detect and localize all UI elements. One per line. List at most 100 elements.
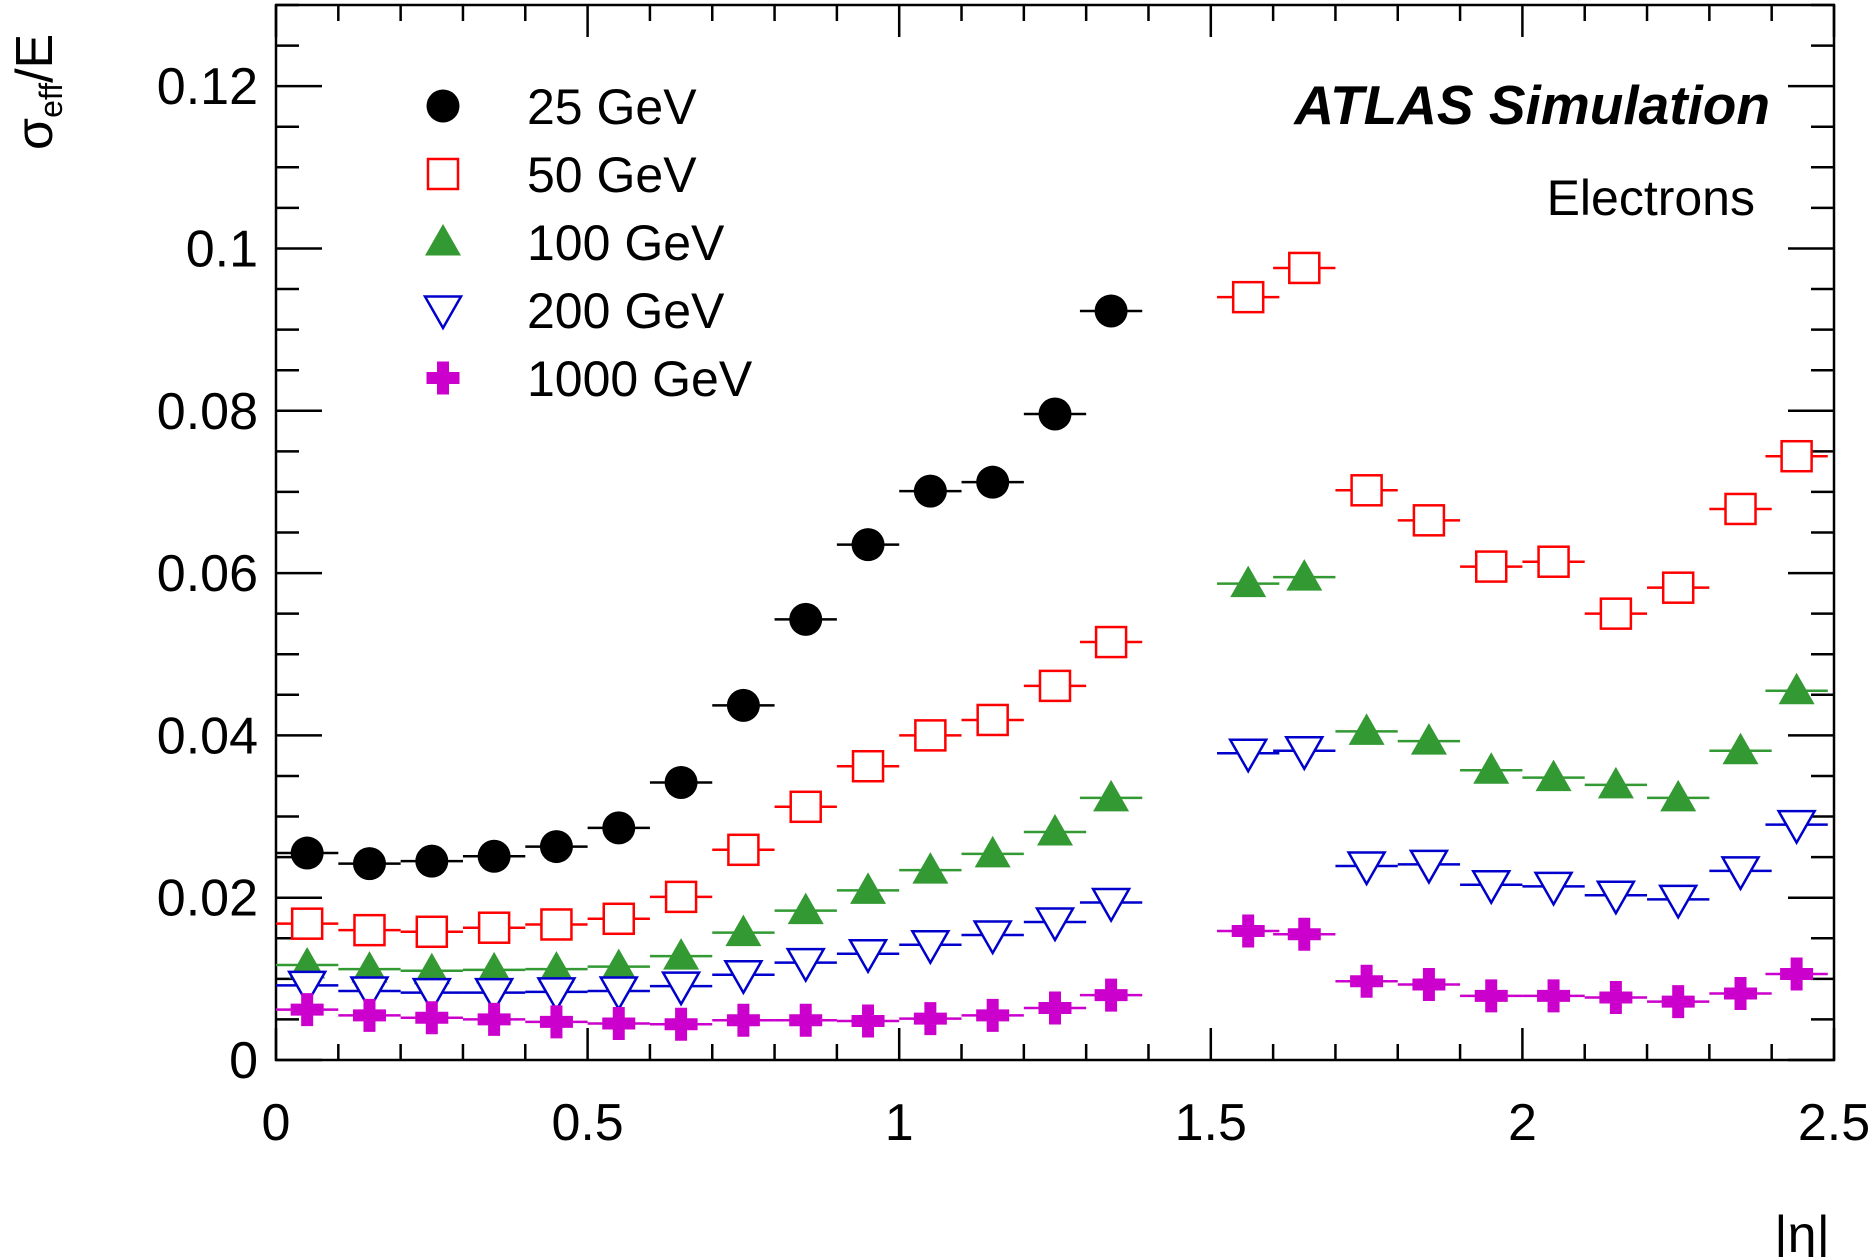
x-tick-label: 0	[262, 1094, 291, 1152]
data-point	[602, 1006, 636, 1040]
axis-ticks	[274, 3, 1836, 1062]
data-point	[413, 952, 450, 985]
data-point	[1599, 597, 1633, 630]
data-point	[1473, 752, 1510, 784]
data-point	[1286, 559, 1323, 591]
data-point	[660, 971, 702, 1007]
data-point	[1350, 474, 1383, 507]
data-point	[349, 976, 390, 1012]
axis-tick-labels: 0 0.5 1 1.5 2 2.5 0 0.02 0.04 0.06 0.08 0.1 0.12	[157, 58, 1870, 1152]
legend-label: 50 GeV	[527, 147, 697, 203]
data-point	[1350, 964, 1384, 998]
legend-marker	[426, 361, 460, 395]
data-point	[1412, 968, 1446, 1002]
data-point	[1537, 979, 1571, 1013]
data-point	[1287, 917, 1321, 951]
data-point	[1093, 779, 1130, 812]
data-point	[1658, 884, 1699, 920]
data-point	[913, 1002, 947, 1036]
data-point	[725, 914, 762, 947]
data-point	[1724, 492, 1757, 526]
data-point	[1408, 849, 1450, 885]
data-point	[847, 938, 889, 975]
x-tick-label: 2	[1508, 1094, 1537, 1152]
data-point	[1780, 439, 1813, 473]
data-point	[1094, 625, 1128, 659]
x-tick-label: 1	[885, 1094, 914, 1152]
data-point	[1038, 397, 1072, 431]
data-point	[1038, 991, 1072, 1025]
legend-marker	[426, 89, 460, 123]
legend-label: 1000 GeV	[527, 351, 753, 407]
data-point	[415, 844, 449, 878]
data-point	[1094, 978, 1128, 1012]
series-1000-gev	[276, 914, 1828, 1041]
data-point	[1776, 809, 1817, 846]
data-point	[789, 602, 823, 636]
data-point	[727, 833, 760, 867]
data-point	[913, 474, 947, 508]
y-tick-label: 0.02	[157, 870, 258, 928]
data-point	[477, 911, 511, 944]
data-point	[1094, 294, 1128, 328]
x-tick-label: 1.5	[1175, 1094, 1247, 1152]
data-point	[290, 993, 324, 1027]
data-point	[1037, 813, 1073, 846]
data-point	[1348, 713, 1385, 745]
data-point	[1474, 979, 1508, 1013]
data-point	[539, 830, 573, 864]
data-point	[415, 915, 449, 949]
y-tick-label: 0.12	[157, 58, 258, 116]
data-point	[477, 839, 511, 873]
data-point	[1661, 571, 1695, 604]
data-point	[789, 790, 822, 824]
data-point	[287, 970, 328, 1006]
series-50-gev	[276, 251, 1828, 949]
atlas-simulation-label: ATLAS Simulation	[1292, 74, 1770, 136]
data-point	[723, 960, 764, 996]
data-point	[353, 913, 386, 947]
electrons-label: Electrons	[1547, 170, 1755, 226]
data-point	[290, 836, 324, 870]
data-point	[664, 1007, 698, 1041]
data-point	[1597, 766, 1634, 799]
data-point	[976, 465, 1010, 499]
data-point	[1474, 550, 1508, 583]
legend: 25 GeV 50 GeV 100 GeV 200 GeV 1000 GeV	[422, 79, 753, 407]
data-point	[476, 951, 513, 984]
y-axis-title-sub: eff	[33, 83, 69, 118]
data-point	[415, 1001, 449, 1035]
data-point	[1034, 907, 1076, 943]
data-point	[1288, 251, 1321, 285]
data-point	[1780, 957, 1814, 991]
data-point	[976, 998, 1010, 1032]
legend-marker	[425, 224, 461, 256]
data-point	[411, 977, 452, 1014]
legend-marker	[422, 295, 464, 331]
data-point	[290, 907, 324, 940]
data-point	[1722, 732, 1759, 765]
data-point	[1724, 976, 1758, 1010]
data-point	[851, 749, 885, 783]
data-point	[351, 951, 388, 983]
data-point	[1228, 738, 1269, 774]
data-point	[1661, 985, 1695, 1019]
series-200-gev	[276, 736, 1828, 1014]
legend-label: 100 GeV	[527, 215, 725, 271]
x-tick-label: 0.5	[551, 1094, 623, 1152]
data-point	[726, 1003, 760, 1037]
data-point	[602, 811, 636, 845]
data-point	[602, 902, 636, 936]
data-point	[1533, 871, 1574, 907]
data-point	[1537, 545, 1570, 578]
data-point	[536, 977, 577, 1013]
data-point	[1231, 914, 1265, 948]
data-point	[787, 892, 824, 925]
data-point	[789, 1003, 823, 1037]
data-point	[1778, 672, 1815, 705]
y-tick-label: 0	[229, 1032, 258, 1090]
data-point	[1284, 736, 1325, 772]
data-point	[1535, 759, 1572, 792]
data-point	[910, 930, 951, 966]
data-point	[473, 977, 515, 1014]
